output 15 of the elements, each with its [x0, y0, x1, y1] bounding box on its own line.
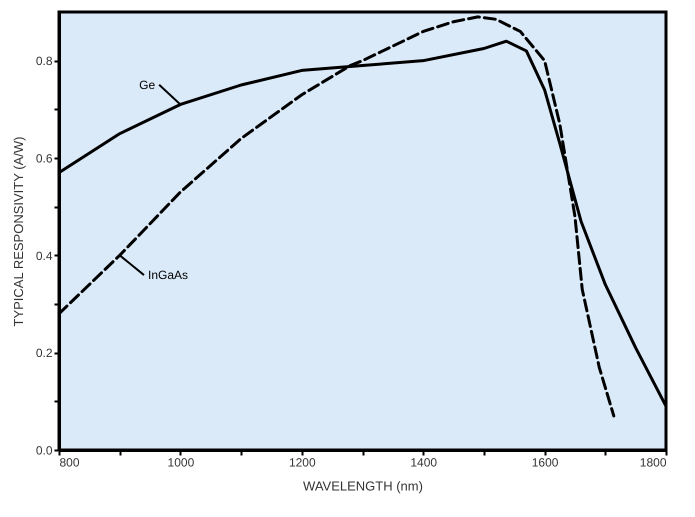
x-axis-title: WAVELENGTH (nm): [303, 478, 423, 494]
x-tick-label: 1800: [640, 456, 667, 470]
y-axis-title: TYPICAL RESPONSIVITY (A/W): [10, 136, 26, 326]
x-tick-label: 1200: [288, 456, 316, 470]
y-tick-label: 0.0: [36, 444, 53, 458]
y-tick-label: 0.2: [36, 346, 53, 360]
y-tick-label: 0.8: [36, 54, 53, 68]
y-tick-label: 0.4: [36, 248, 53, 263]
text: InGaAs: [148, 268, 188, 282]
x-tick-label: 800: [60, 456, 80, 470]
y-tick-label: 0.6: [36, 152, 53, 166]
x-tick-label: 1000: [168, 456, 195, 470]
x-tick-label: 1600: [532, 456, 559, 470]
x-tick-label: 1400: [410, 456, 438, 470]
series-label: Ge: [139, 78, 156, 92]
